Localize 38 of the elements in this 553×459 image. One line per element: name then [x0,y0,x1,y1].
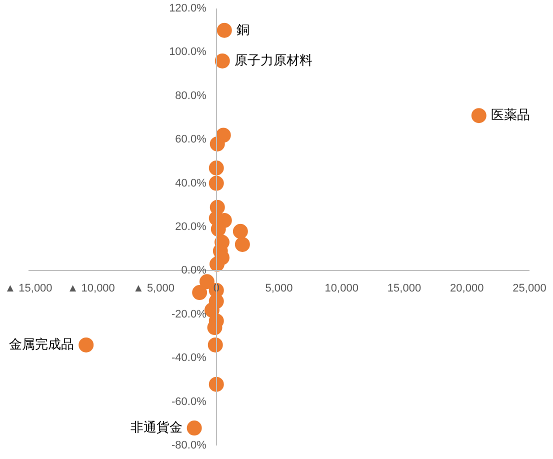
x-tick-label: 20,000 [450,282,484,295]
y-tick-label: -60.0% [172,396,207,408]
y-tick-label: 60.0% [175,134,207,146]
annotation: 銅 [236,22,250,38]
x-tick-label: 15,000 [387,282,422,295]
point [78,338,94,352]
x-tick-label: ▲ 5,000 [133,282,174,295]
annotation: 医薬品 [490,108,530,124]
x-tick-label: 10,000 [324,282,358,295]
y-tick-label: 100.0% [169,46,207,58]
x-tick-label: 5,000 [265,282,293,295]
point [192,285,208,300]
point [208,176,224,191]
point [232,224,248,239]
point [216,22,232,38]
y-tick-label: -20.0% [172,308,207,320]
point [208,160,224,176]
y-tick-label: 40.0% [175,177,207,190]
annotation: 金属完成品 [9,336,74,352]
point [208,376,224,392]
point [186,420,202,436]
x-tick-label: 25,000 [512,282,546,295]
y-tick-label: 80.0% [175,90,207,102]
y-tick-label: 20.0% [175,221,207,233]
y-tick-label: 0.0% [181,264,207,277]
point [214,53,230,68]
x-tick-label: ▲ 15,000 [4,282,52,295]
y-tick-label: -80.0% [172,440,207,452]
y-tick-label: -40.0% [172,352,207,364]
point [471,108,486,124]
y-tick-label: 120.0% [169,2,207,14]
x-tick-label: ▲ 10,000 [67,282,115,295]
point [234,236,250,252]
point [210,136,225,152]
point [208,338,223,352]
annotation: 非通貨金 [130,420,182,436]
annotation: 原子力原材料 [234,53,312,68]
point [208,294,224,309]
